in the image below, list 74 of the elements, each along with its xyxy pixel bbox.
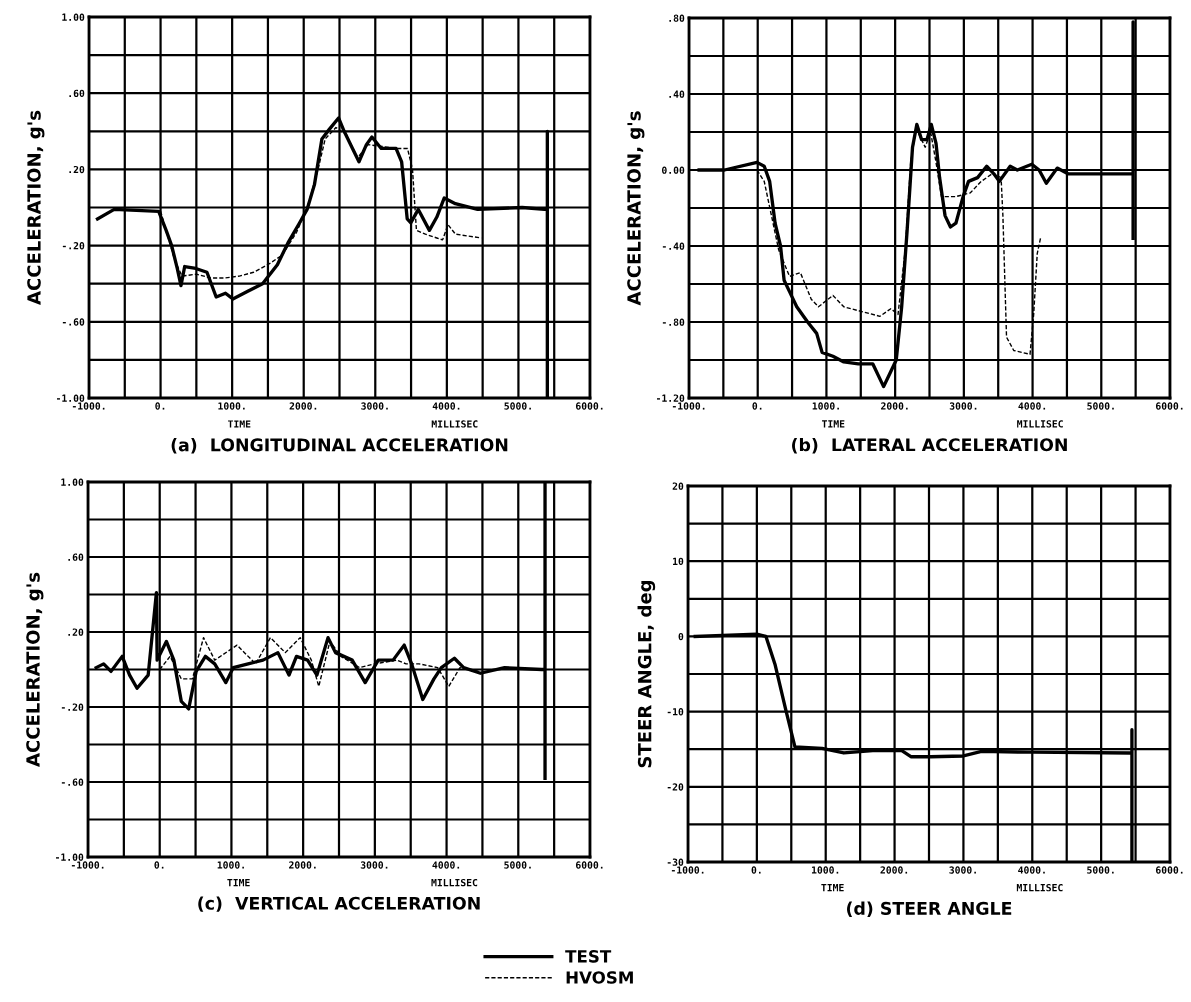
x-tick-label: 6000.	[575, 402, 603, 410]
x-tick-label: 4000.	[1018, 866, 1045, 874]
text: MILLISEC	[431, 878, 478, 887]
text: TIME	[228, 420, 251, 428]
y-tick-label: 0	[678, 632, 684, 641]
y-tick-label: -.60	[61, 778, 84, 786]
y-tick-label: 20	[672, 482, 684, 490]
legend-label: TEST	[565, 950, 612, 963]
text: (a) LONGITUDINAL ACCELERATION	[171, 438, 508, 454]
text: (d) STEER ANGLE	[847, 901, 1012, 917]
y-tick-label: .20	[69, 165, 85, 174]
x-tick-label: 4000.	[1018, 402, 1046, 410]
x-tick-label: 1000.	[812, 402, 839, 410]
y-tick-label: -1.00	[57, 394, 85, 402]
text: TIME	[822, 420, 845, 428]
text: TIME	[227, 879, 250, 887]
x-tick-label: -1000.	[71, 861, 104, 869]
y-tick-label: -.20	[62, 242, 85, 250]
text: MILLISEC	[1016, 883, 1063, 892]
x-tick-label: 0.	[155, 402, 165, 410]
x-tick-label: 2000.	[881, 402, 908, 410]
x-tick-label: 3000.	[949, 402, 977, 410]
text: (c) VERTICAL ACCELERATION	[198, 896, 480, 912]
x-tick-label: -1000.	[72, 402, 105, 410]
y-tick-label: -1.20	[657, 394, 685, 402]
y-tick-label: 1.00	[62, 13, 85, 21]
x-tick-label: 1000.	[218, 402, 245, 410]
x-tick-label: 5000.	[504, 861, 531, 869]
y-tick-label: 0.00	[662, 166, 685, 174]
y-tick-label: .60	[68, 553, 84, 561]
x-tick-label: -1000.	[672, 402, 705, 410]
x-tick-label: 4000.	[432, 861, 460, 869]
x-tick-label: 3000.	[949, 866, 976, 874]
x-tick-label: 2000.	[289, 861, 316, 869]
x-tick-label: 6000.	[1155, 866, 1183, 874]
y-tick-label: -1.00	[56, 853, 84, 861]
y-tick-label: -20	[667, 783, 684, 791]
x-tick-label: 1000.	[811, 866, 839, 874]
x-tick-label: 5000.	[1087, 866, 1114, 874]
x-tick-label: 2000.	[880, 866, 908, 874]
x-tick-label: 0.	[751, 866, 761, 874]
y-axis-title: ACCELERATION, g's	[27, 110, 45, 305]
text: MILLISEC	[431, 420, 478, 428]
text: TIME	[821, 884, 844, 892]
y-tick-label: -.60	[62, 318, 85, 326]
y-tick-label: 1.00	[61, 478, 84, 486]
x-tick-label: 0.	[154, 861, 164, 869]
y-tick-label: 10	[673, 557, 684, 566]
x-tick-label: -1000.	[671, 866, 704, 874]
y-tick-label: .60	[69, 89, 85, 98]
x-tick-label: 3000.	[360, 861, 388, 869]
y-tick-label: -.40	[662, 242, 685, 250]
y-tick-label: -10	[667, 708, 684, 716]
text: (b) LATERAL ACCELERATION	[792, 437, 1067, 454]
y-tick-label: .80	[669, 14, 685, 22]
x-tick-label: 5000.	[504, 402, 531, 410]
x-tick-label: 6000.	[1155, 402, 1183, 410]
x-tick-label: 4000.	[432, 402, 460, 410]
y-tick-label: -.80	[662, 318, 685, 326]
text: MILLISEC	[1017, 420, 1063, 428]
x-tick-label: 3000.	[361, 402, 388, 410]
x-tick-label: 1000.	[217, 861, 244, 869]
y-tick-label: -30	[667, 858, 684, 866]
x-tick-label: 0.	[752, 402, 762, 410]
x-tick-label: 5000.	[1087, 402, 1114, 410]
y-tick-label: .20	[68, 628, 84, 636]
y-axis-title: STEER ANGLE, deg	[637, 580, 656, 768]
y-tick-label: -.20	[61, 703, 84, 711]
y-tick-label: .40	[669, 90, 685, 98]
y-axis-title: ACCELERATION, g's	[627, 111, 645, 306]
x-tick-label: 6000.	[575, 861, 603, 869]
x-tick-label: 2000.	[289, 402, 317, 410]
legend-label: HVOSM	[566, 971, 633, 984]
y-axis-title: ACCELERATION, g's	[26, 572, 44, 767]
